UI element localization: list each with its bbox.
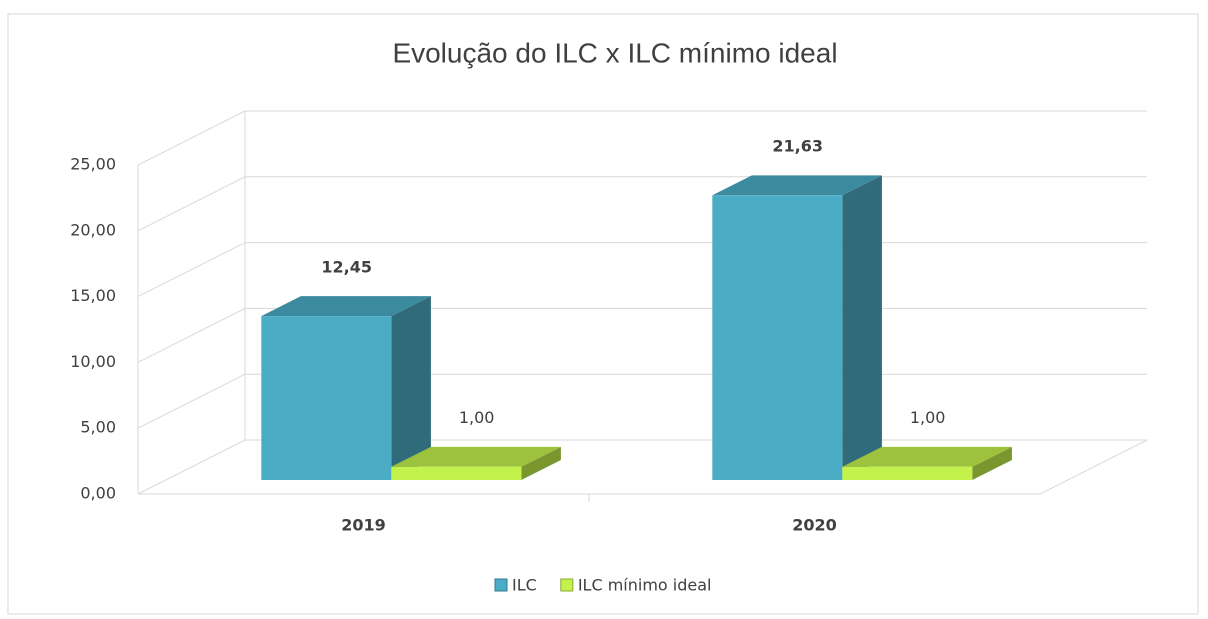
bar-side: [972, 446, 1012, 480]
legend-swatch: [560, 578, 574, 592]
y-tick-label: 5,00: [80, 418, 116, 437]
chart-frame: [7, 13, 1199, 615]
bar: [712, 175, 882, 480]
y-tick-label: 25,00: [70, 155, 116, 174]
x-tick-label: 2020: [792, 516, 837, 535]
bar-side: [842, 175, 882, 480]
bar-front: [261, 316, 392, 480]
legend-swatch: [494, 578, 508, 592]
y-tick-label: 20,00: [70, 220, 116, 239]
bar-front: [391, 466, 522, 480]
data-label: 1,00: [459, 408, 495, 427]
y-tick-label: 0,00: [80, 484, 116, 503]
bar-top: [391, 446, 561, 467]
chart-title: Evolução do ILC x ILC mínimo ideal: [392, 37, 837, 68]
bar-top: [842, 446, 1012, 467]
bar-front: [842, 466, 973, 480]
y-tick-label: 10,00: [70, 352, 116, 371]
bar: [842, 446, 1012, 480]
bar-side: [521, 446, 561, 480]
legend-label: ILC mínimo ideal: [578, 576, 712, 595]
data-label: 1,00: [910, 408, 946, 427]
bar-front: [712, 195, 843, 480]
bar-top: [712, 175, 882, 196]
bar: [391, 446, 561, 480]
data-label: 21,63: [772, 137, 823, 156]
y-tick-label: 15,00: [70, 286, 116, 305]
bar: [261, 296, 431, 480]
floor-edge: [138, 439, 1148, 495]
grid-line: [137, 110, 1147, 166]
legend-label: ILC: [512, 576, 537, 595]
data-label: 12,45: [321, 257, 372, 276]
bar-top: [261, 296, 431, 317]
bar-side: [391, 296, 431, 480]
x-tick-label: 2019: [341, 516, 386, 535]
